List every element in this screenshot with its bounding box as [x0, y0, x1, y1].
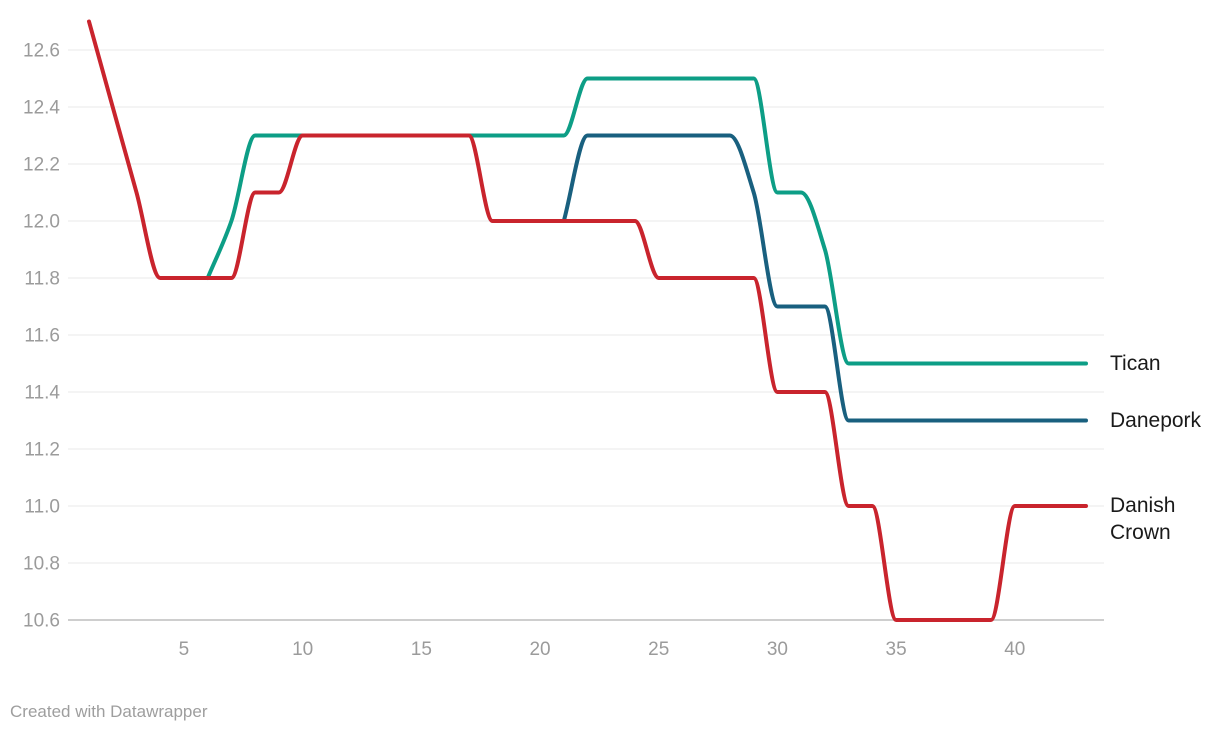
series-label-danish-crown: Danish Crown	[1110, 494, 1176, 544]
y-tick-label: 11.4	[24, 383, 60, 404]
y-tick-label: 10.6	[23, 611, 60, 632]
x-tick-label: 30	[767, 639, 788, 660]
y-tick-label: 12.6	[23, 41, 60, 62]
y-tick-label: 11.6	[24, 326, 60, 347]
plot-area: 12.6 12.4 12.2 12.0 11.8 11.6 11.4 11.2 11.0 10.8…	[23, 19, 1104, 660]
x-tick-label: 20	[529, 639, 550, 660]
series-line-danish-crown	[87, 19, 1088, 622]
y-tick-label: 11.2	[24, 440, 60, 461]
datawrapper-credit: Created with Datawrapper	[10, 702, 208, 721]
series-label-tican: Tican	[1110, 351, 1161, 375]
y-tick-label: 12.4	[23, 98, 60, 119]
x-tick-label: 35	[886, 639, 907, 660]
y-tick-label: 12.0	[23, 212, 60, 233]
x-tick-label: 5	[179, 639, 190, 660]
x-tick-label: 25	[648, 639, 669, 660]
y-tick-label: 10.8	[23, 554, 60, 575]
x-tick-label: 15	[411, 639, 432, 660]
x-tick-label: 40	[1004, 639, 1025, 660]
y-tick-label: 11.0	[24, 497, 60, 518]
series-label-danepork: Danepork	[1110, 408, 1202, 432]
x-tick-label: 10	[292, 639, 313, 660]
y-tick-label: 11.8	[24, 269, 60, 290]
series-line-danepork	[561, 133, 1088, 423]
y-tick-label: 12.2	[23, 155, 60, 176]
